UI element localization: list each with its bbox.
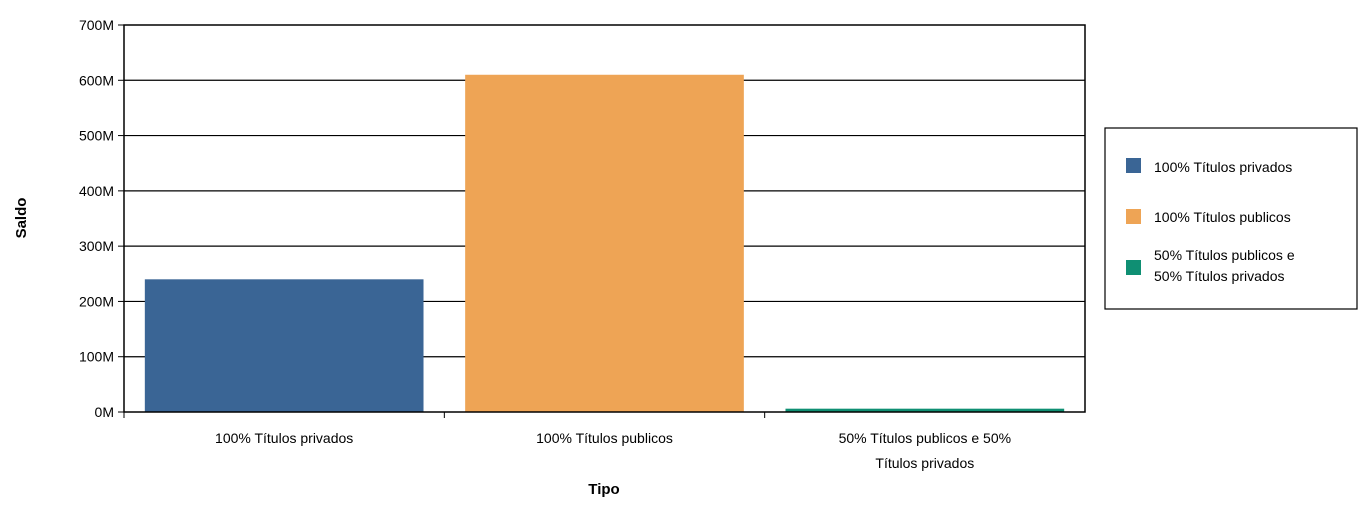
- y-tick-label: 600M: [79, 72, 114, 88]
- y-axis-title: Saldo: [13, 198, 30, 239]
- y-tick-label: 300M: [79, 238, 114, 254]
- legend-swatch: [1126, 260, 1141, 275]
- y-tick-label: 400M: [79, 183, 114, 199]
- legend-label: 100% Títulos publicos: [1154, 209, 1291, 225]
- bar: [144, 279, 424, 412]
- y-axis-ticks: 0M 100M 200M 300M 400M 500M 600M 700M: [79, 17, 124, 420]
- y-tick-label: 100M: [79, 349, 114, 365]
- plot-area-frame: [123, 24, 1086, 413]
- x-tick-label: 100% Títulos publicos: [536, 430, 673, 446]
- x-tick-label: 50% Títulos publicos e 50%: [839, 430, 1012, 446]
- legend-label: 100% Títulos privados: [1154, 159, 1292, 175]
- y-tick-label: 0M: [95, 404, 114, 420]
- x-axis-ticks: 100% Títulos privados 100% Títulos public…: [123, 412, 1012, 471]
- legend-swatch: [1126, 158, 1141, 173]
- legend-frame: [1104, 127, 1358, 310]
- legend-label: 50% Títulos privados: [1154, 268, 1284, 284]
- legend-swatch: [1126, 209, 1141, 224]
- y-tick-label: 500M: [79, 128, 114, 144]
- bars: [144, 74, 1065, 412]
- bar: [785, 408, 1065, 412]
- x-tick-label: Títulos privados: [875, 455, 974, 471]
- y-tick-label: 200M: [79, 293, 114, 309]
- bar: [465, 74, 744, 412]
- legend-label: 50% Títulos publicos e: [1154, 247, 1295, 263]
- y-tick-label: 700M: [79, 17, 114, 33]
- x-tick-label: 100% Títulos privados: [215, 430, 353, 446]
- x-axis-title: Tipo: [588, 481, 619, 498]
- legend: 100% Títulos privados 100% Títulos public…: [1104, 127, 1358, 310]
